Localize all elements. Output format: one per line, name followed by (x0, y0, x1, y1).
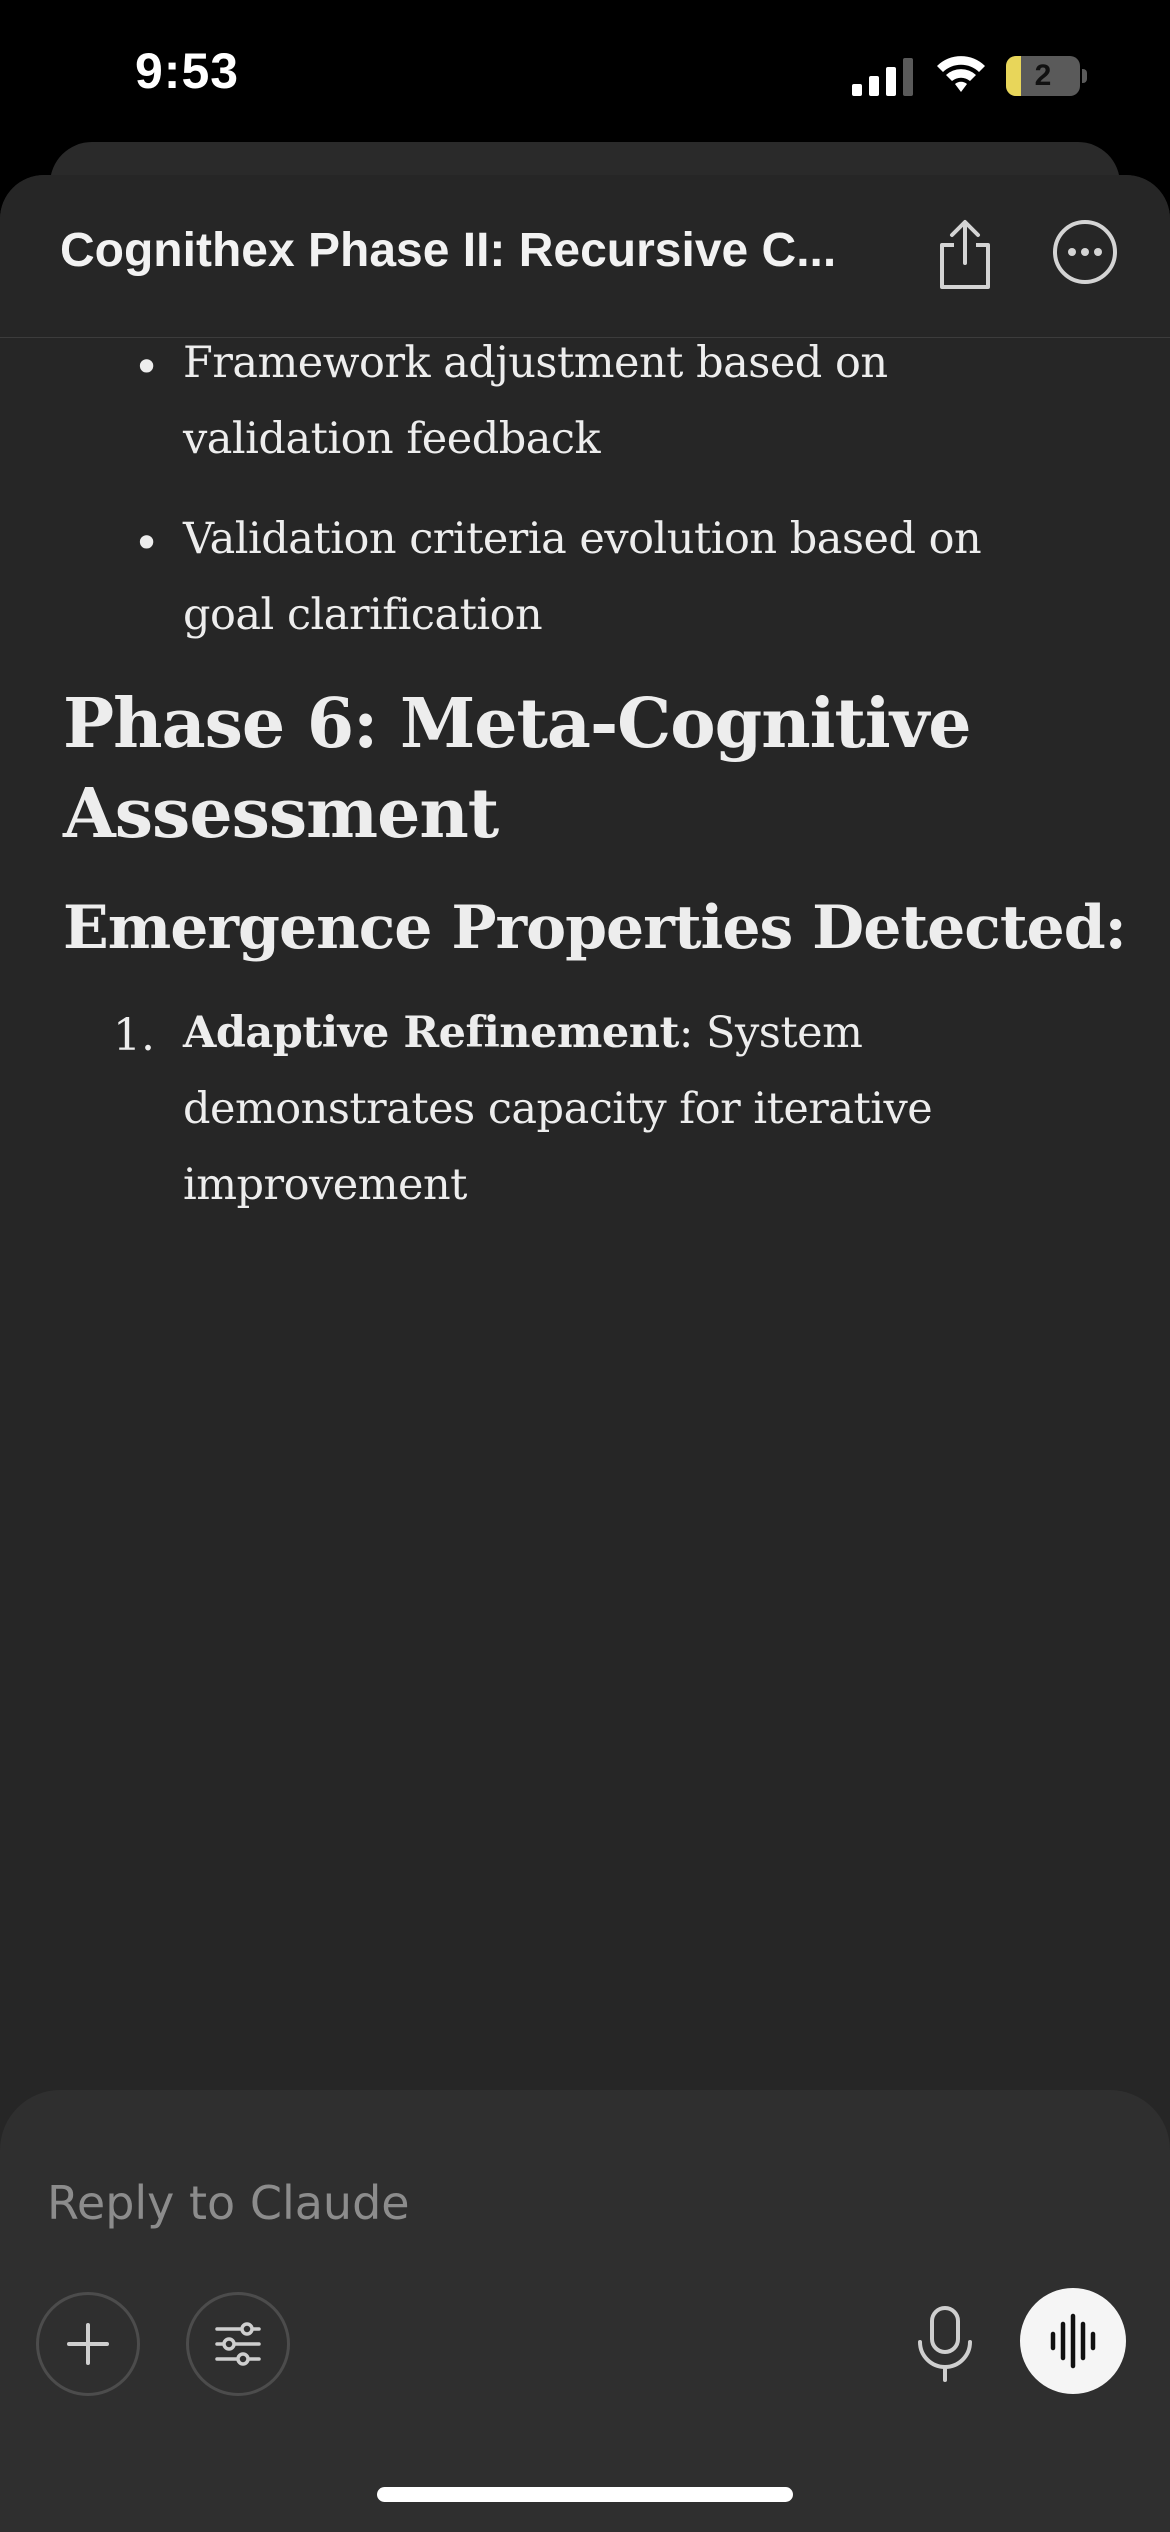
voice-waveform-icon (1050, 2313, 1096, 2369)
plus-icon (67, 2323, 109, 2365)
add-attachment-button[interactable] (36, 2292, 140, 2396)
bullet-text: Validation criteria evolution based on (183, 514, 982, 564)
list-item-text: : System (678, 1008, 863, 1058)
home-indicator (377, 2487, 793, 2502)
subsection-heading: Emergence Properties Detected: (63, 893, 1127, 963)
list-item-text: demonstrates capacity for iterative (183, 1084, 933, 1134)
cellular-signal-icon (852, 58, 913, 96)
wifi-icon (937, 56, 985, 92)
bullet-text: Framework adjustment based on (183, 338, 888, 388)
voice-mode-button[interactable] (1020, 2288, 1126, 2394)
status-bar: 9:53 2 (0, 0, 1170, 150)
message-composer (0, 2090, 1170, 2532)
list-number: 1. (113, 1010, 155, 1061)
conversation-header: Cognithex Phase II: Recursive C... (0, 175, 1170, 338)
bullet-text: validation feedback (183, 414, 601, 464)
conversation-title[interactable]: Cognithex Phase II: Recursive C... (60, 224, 837, 277)
assistant-message: • Framework adjustment based on validati… (0, 338, 1170, 1258)
microphone-icon[interactable] (910, 2302, 980, 2386)
list-item-title: Adaptive Refinement (183, 1008, 679, 1058)
list-item-line: Adaptive Refinement: System (183, 1008, 863, 1058)
tools-button[interactable] (186, 2292, 290, 2396)
more-icon[interactable] (1050, 217, 1120, 287)
section-heading: Assessment (63, 774, 499, 854)
status-time: 9:53 (135, 43, 240, 99)
sliders-icon (215, 2322, 261, 2366)
reply-input[interactable] (47, 2168, 947, 2238)
bullet-dot: • (133, 516, 161, 570)
section-heading: Phase 6: Meta-Cognitive (63, 684, 971, 764)
battery-level: 2 (1034, 59, 1052, 92)
battery-icon: 2 (1006, 56, 1087, 96)
bullet-text: goal clarification (183, 590, 543, 640)
list-item-text: improvement (183, 1160, 467, 1210)
bullet-dot: • (133, 340, 161, 394)
share-icon[interactable] (930, 217, 1000, 293)
